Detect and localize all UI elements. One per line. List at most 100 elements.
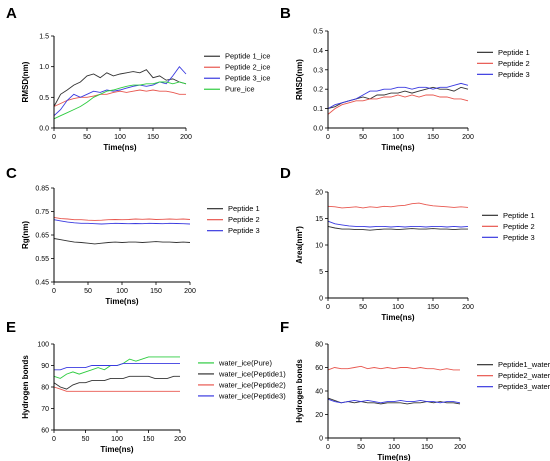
x-tick-label: 150 [427, 304, 439, 311]
y-tick-label: 5 [319, 269, 323, 276]
legend-entry: Peptide 3 [498, 70, 530, 79]
panel-label: B [280, 5, 291, 22]
y-tick-label: 1.5 [39, 34, 49, 41]
legend: water_ice(Pure) water_ice(Peptide1) water_… [198, 358, 286, 400]
x-tick-label: 0 [326, 304, 330, 311]
y-tick-label: 70 [41, 406, 49, 413]
y-tick-label: 0.5 [39, 95, 49, 102]
y-tick-label: 60 [315, 365, 323, 372]
legend-entry: Peptide 1_ice [225, 52, 270, 61]
legend-entry: Peptide 2_ice [225, 63, 270, 72]
chart-panel-b: B 0 50 100 150 200 0.0 0.1 0.2 0.3 0.4 0.5 Time(ns) R… [280, 5, 530, 152]
series-line-3 [53, 386, 180, 392]
x-tick-label: 150 [147, 134, 159, 141]
legend-entry: water_ice(Peptide3) [218, 391, 286, 400]
x-tick-label: 200 [184, 288, 196, 295]
y-tick-label: 0.45 [35, 280, 49, 287]
series-line-1 [327, 86, 469, 110]
y-axis-label: Rg(nm) [21, 221, 30, 249]
legend-entry: Peptide3_water [498, 382, 550, 391]
x-tick-label: 50 [82, 436, 90, 443]
y-axis-label: Area(nm²) [295, 226, 304, 264]
x-tick-label: 200 [462, 304, 474, 311]
x-tick-label: 50 [359, 304, 367, 311]
x-tick-label: 0 [52, 436, 56, 443]
y-tick-label: 0.85 [35, 186, 49, 193]
y-tick-label: 20 [315, 412, 323, 419]
y-tick-label: 0.3 [313, 67, 323, 74]
y-tick-label: 0.5 [313, 29, 323, 36]
x-tick-label: 100 [392, 134, 404, 141]
y-tick-label: 15 [315, 216, 323, 223]
y-tick-label: 0.0 [313, 126, 323, 133]
panel-label: F [280, 319, 289, 336]
x-tick-label: 100 [392, 304, 404, 311]
legend: Peptide 1 Peptide 2 Peptide 3 [482, 211, 535, 242]
legend-entry: Peptide 3 [228, 226, 260, 235]
y-tick-label: 60 [41, 428, 49, 435]
legend-entry: water_ice(Peptide1) [218, 369, 286, 378]
x-tick-label: 50 [84, 288, 92, 295]
series-line-3 [53, 219, 191, 225]
chart-panel-d: D 0 50 100 150 200 0 5 10 15 20 Time(ns) Area(nm²) Pe… [280, 165, 535, 322]
y-axis-label: Hydrogen bonds [295, 359, 304, 423]
y-axis-label: RMSD(nm) [21, 61, 30, 102]
series-line-2 [327, 365, 460, 371]
x-tick-label: 150 [150, 288, 162, 295]
series-line-2 [53, 375, 180, 390]
series-line-3 [327, 398, 461, 404]
y-tick-label: 80 [315, 342, 323, 349]
legend-entry: Peptide 3 [503, 233, 535, 242]
x-tick-label: 150 [427, 134, 439, 141]
x-tick-label: 200 [180, 134, 192, 141]
x-axis-label: Time(ns) [377, 453, 411, 461]
series-line-4 [54, 362, 180, 371]
legend-entry: Peptide 1 [228, 204, 260, 213]
series-line-3 [327, 82, 469, 109]
y-tick-label: 100 [37, 342, 49, 349]
series-line-1 [53, 69, 187, 107]
y-tick-label: 0.4 [313, 48, 323, 55]
chart-panel-c: C 0 50 100 150 200 0.45 0.55 0.65 0.75 0.85 Time(ns… [6, 165, 260, 306]
x-tick-label: 150 [421, 444, 433, 451]
y-tick-label: 20 [315, 190, 323, 197]
y-tick-label: 80 [41, 385, 49, 392]
legend-entry: Peptide 1 [498, 48, 530, 57]
x-tick-label: 150 [143, 436, 155, 443]
x-tick-label: 100 [388, 444, 400, 451]
legend-entry: Pure_ice [225, 85, 255, 94]
panel-label: D [280, 165, 291, 182]
legend-entry: Peptide1_water [498, 360, 550, 369]
series-line-2 [327, 94, 469, 115]
legend-entry: water_ice(Peptide2) [218, 380, 286, 389]
x-tick-label: 200 [454, 444, 466, 451]
legend-entry: Peptide 1 [503, 211, 535, 220]
legend-entry: water_ice(Pure) [218, 358, 272, 367]
series-line-1 [327, 225, 468, 231]
legend-entry: Peptide 2 [228, 215, 260, 224]
y-tick-label: 0.2 [313, 87, 323, 94]
x-tick-label: 50 [83, 134, 91, 141]
chart-panel-e: E 0 50 100 150 200 60 70 80 90 100 Time(ns) Hydrogen… [6, 319, 286, 454]
series-line-3 [53, 65, 187, 117]
x-tick-label: 100 [114, 134, 126, 141]
x-tick-label: 0 [326, 134, 330, 141]
x-tick-label: 100 [111, 436, 123, 443]
series-line-2 [53, 216, 191, 221]
x-axis-label: Time(ns) [105, 297, 139, 306]
y-tick-label: 0 [319, 436, 323, 443]
y-tick-label: 0.55 [35, 256, 49, 263]
legend-entry: Peptide 2 [498, 59, 530, 68]
legend: Peptide1_water Peptide2_water Peptide3_wat… [477, 360, 550, 391]
x-axis-label: Time(ns) [100, 445, 134, 454]
legend: Peptide 1 Peptide 2 Peptide 3 [477, 48, 530, 79]
y-tick-label: 0.75 [35, 209, 49, 216]
y-axis-label: Hydrogen bonds [21, 355, 30, 419]
y-axis-label: RMSD(nm) [295, 59, 304, 100]
x-tick-label: 200 [462, 134, 474, 141]
chart-panel-a: A 0 50 100 150 200 0.0 0.5 1.0 1.5 Time(ns) RMSD(nm… [6, 5, 270, 152]
y-tick-label: 0.0 [39, 126, 49, 133]
x-tick-label: 0 [52, 134, 56, 141]
legend-entry: Peptide 3_ice [225, 74, 270, 83]
